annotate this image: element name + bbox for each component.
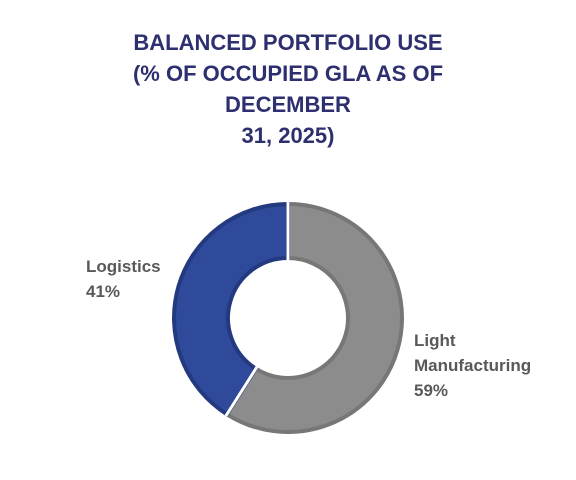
data-label-light-manufacturing-name-1: Light xyxy=(414,331,456,350)
data-label-light-manufacturing-name-2: Manufacturing xyxy=(414,356,532,375)
chart-title-line-1: BALANCED PORTFOLIO USE xyxy=(133,30,443,55)
data-label-light-manufacturing-value: 59% xyxy=(414,381,449,400)
data-label-light-manufacturing: Light Manufacturing 59% xyxy=(414,328,531,403)
slice-separator-2 xyxy=(224,366,259,417)
chart-title: BALANCED PORTFOLIO USE (% OF OCCUPIED GL… xyxy=(0,27,576,151)
data-label-logistics-value: 41% xyxy=(86,282,121,301)
data-label-logistics-name: Logistics xyxy=(86,257,161,276)
chart-title-line-2: (% OF OCCUPIED GLA AS OF xyxy=(132,61,444,86)
data-label-logistics: Logistics 41% xyxy=(86,254,161,304)
chart-title-line-4: 31, 2025) xyxy=(241,123,335,148)
slice-light-manufacturing xyxy=(224,201,404,434)
chart-title-line-3: DECEMBER xyxy=(225,92,351,117)
slice-logistics xyxy=(172,201,290,418)
